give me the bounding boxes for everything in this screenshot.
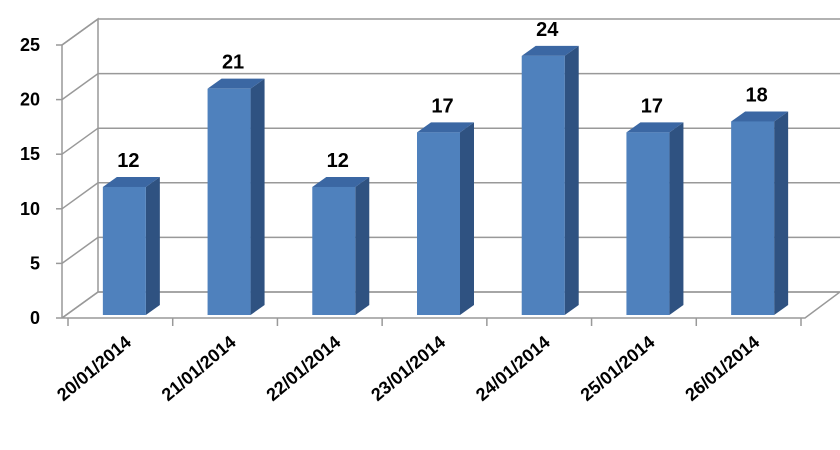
- bar: [207, 88, 251, 316]
- bar-top: [417, 122, 474, 133]
- bar: [102, 186, 146, 315]
- bar-side: [669, 122, 684, 315]
- data-label: 21: [222, 52, 244, 74]
- x-tick-label: 20/01/2014: [53, 332, 135, 405]
- data-label: 17: [431, 95, 453, 117]
- bar-side: [460, 122, 474, 315]
- data-label: 12: [327, 150, 349, 172]
- bar-side: [774, 111, 789, 315]
- y-tick-label: 5: [30, 253, 40, 273]
- bar: [417, 132, 460, 315]
- bar-side: [355, 176, 370, 315]
- x-tick-label: 25/01/2014: [577, 332, 659, 405]
- data-label: 24: [536, 19, 559, 41]
- bar-top: [731, 111, 789, 122]
- bar: [521, 55, 565, 316]
- back-wall: [61, 17, 99, 292]
- bar-top: [626, 122, 684, 133]
- y-tick-label: 25: [20, 35, 40, 55]
- bar-side: [250, 78, 265, 316]
- x-tick-label: 24/01/2014: [472, 332, 554, 405]
- bar-side: [145, 176, 160, 315]
- y-tick-label: 15: [20, 144, 40, 164]
- bar: [731, 121, 775, 315]
- bar: [626, 132, 670, 315]
- x-tick-label: 26/01/2014: [681, 332, 763, 405]
- y-tick-label: 20: [20, 90, 40, 110]
- x-tick-label: 23/01/2014: [367, 332, 449, 405]
- x-tick-label: 21/01/2014: [158, 332, 240, 405]
- y-tick-label: 0: [30, 308, 40, 328]
- bar-top: [312, 176, 370, 187]
- data-label: 18: [746, 84, 768, 106]
- bar-top: [521, 45, 579, 56]
- grid-line: [61, 18, 840, 46]
- bar-side: [564, 45, 579, 316]
- x-tick-label: 22/01/2014: [262, 332, 344, 405]
- bar-top: [102, 176, 160, 187]
- bar: [312, 186, 356, 315]
- data-label: 12: [117, 150, 139, 172]
- data-label: 17: [641, 95, 663, 117]
- bar-top: [207, 78, 265, 89]
- y-tick-label: 10: [20, 199, 40, 219]
